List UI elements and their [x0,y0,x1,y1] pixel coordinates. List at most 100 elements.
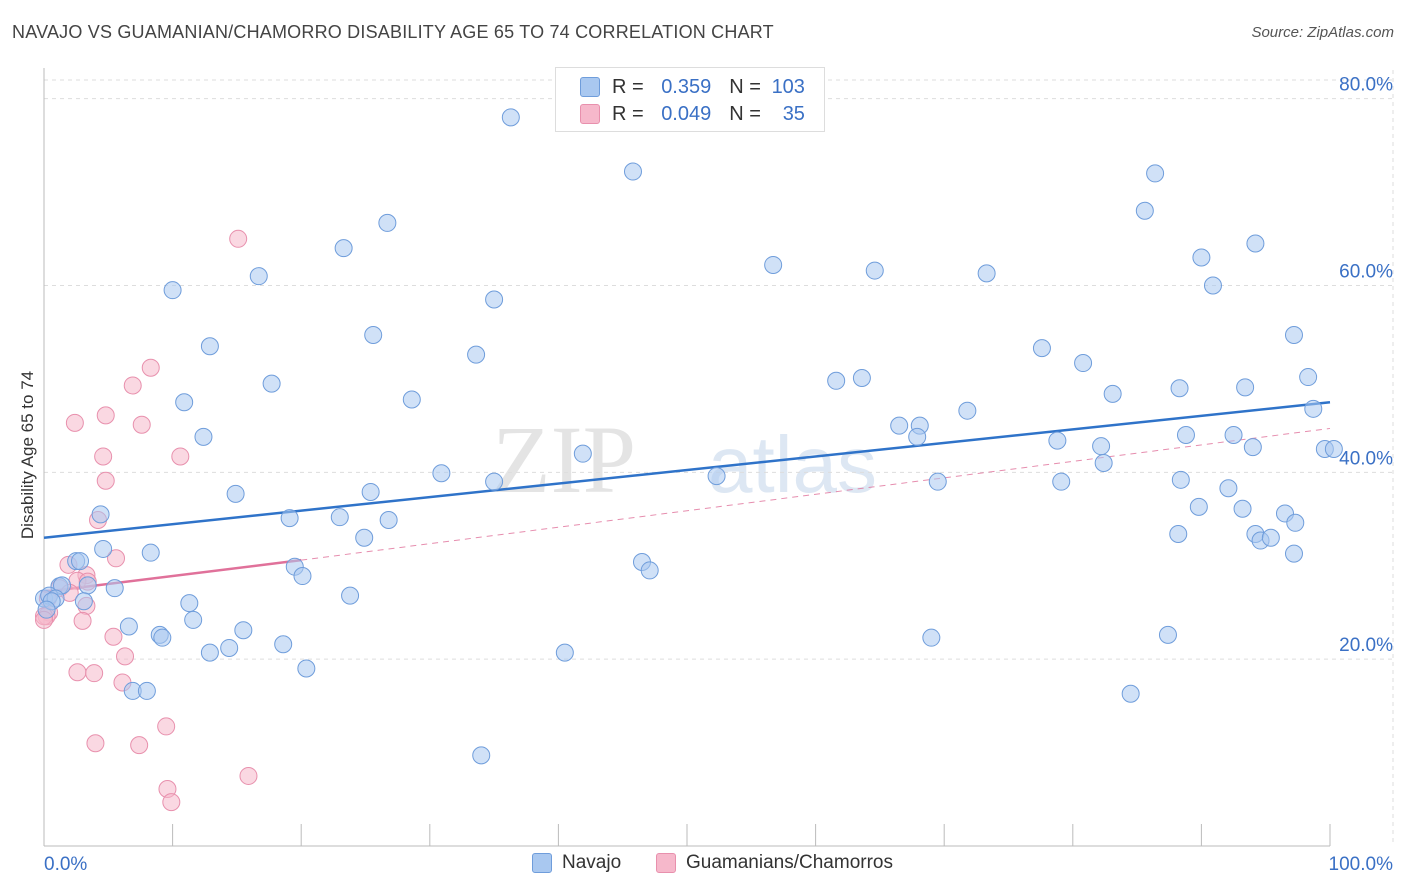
navajo-point [1169,524,1188,543]
navajo-point [1052,472,1071,491]
navajo-point [1246,234,1265,253]
guam-legend-label: Guamanians/Chamorros [686,852,893,873]
navajo-point [827,371,846,390]
navajo-point [262,374,281,393]
navajo-point [153,628,172,647]
navajo-point [105,579,124,598]
navajo-n-label: N = [729,75,761,98]
guam-point [96,471,115,490]
navajo-point [184,610,203,629]
navajo-point [623,162,642,181]
navajo-point [1103,384,1122,403]
navajo-point [1261,528,1280,547]
navajo-n-value: 103 [771,75,805,98]
navajo-point [200,337,219,356]
navajo-point [334,239,353,258]
navajo-point [472,746,491,765]
watermark: ZIP atlas [492,406,877,513]
navajo-point [1243,438,1262,457]
navajo-point [432,464,451,483]
data-points [35,108,1343,812]
guam-point [123,376,142,395]
navajo-point [1171,470,1190,489]
navajo-point [1170,379,1189,398]
guam-point [171,447,190,466]
watermark-zip: ZIP [492,406,636,513]
y-tick-label: 40.0% [1339,448,1393,469]
navajo-point [1233,499,1252,518]
x-tick-label: 0.0% [44,854,87,875]
navajo-point [1048,431,1067,450]
navajo-point [1286,513,1305,532]
navajo-point [640,561,659,580]
navajo-point [922,628,941,647]
navajo-point [958,401,977,420]
guam-point [94,447,113,466]
guam-point [229,229,248,248]
source-label: Source: ZipAtlas.com [1251,24,1394,41]
navajo-point [1146,164,1165,183]
legend-row-guam: R = 0.049 N = 35 [580,101,805,127]
navajo-point [137,681,156,700]
guam-point [73,611,92,630]
navajo-point [194,427,213,446]
y-tick-labels: 20.0% 40.0% 60.0% 80.0% [1339,75,1393,656]
navajo-point [707,467,726,486]
navajo-point [402,390,421,409]
navajo-legend-swatch [532,853,552,873]
guam-n-value: 35 [782,102,805,125]
navajo-point [1158,625,1177,644]
guam-point [104,627,123,646]
y-tick-label: 60.0% [1339,262,1393,283]
navajo-point [865,261,884,280]
navajo-point [293,567,312,586]
navajo-point [485,290,504,309]
guam-point [85,664,104,683]
x-tick-labels: 0.0% 100.0% [44,854,1393,875]
navajo-point [249,267,268,286]
navajo-point [163,281,182,300]
navajo-point [890,416,909,435]
navajo-point [1189,497,1208,516]
navajo-point [1284,326,1303,345]
navajo-point [71,552,90,571]
navajo-point [908,427,927,446]
guam-point [86,734,105,753]
navajo-swatch [580,77,600,97]
guam-point [141,358,160,377]
legend-item-guam: Guamanians/Chamorros [656,852,893,874]
guam-n-label: N = [729,102,761,125]
navajo-point [1304,399,1323,418]
navajo-point [141,543,160,562]
guam-legend-swatch [656,853,676,873]
navajo-point [1094,454,1113,472]
navajo-point [330,508,349,527]
navajo-point [764,255,783,274]
navajo-point [274,635,293,654]
navajo-point [234,621,253,640]
guam-point [96,406,115,425]
guam-point [130,736,149,755]
axes [43,68,1331,847]
navajo-point [226,484,245,503]
legend-item-navajo: Navajo [532,852,621,874]
navajo-point [1121,684,1140,703]
navajo-point [355,528,374,547]
navajo-point [364,326,383,345]
navajo-trend-line [43,401,1331,539]
navajo-point [37,600,56,619]
navajo-point [1092,437,1111,456]
navajo-point [94,539,113,558]
guam-r-label: R = [612,102,644,125]
navajo-point [1284,544,1303,563]
guam-r-value: 0.049 [661,102,712,125]
guam-point [157,717,176,736]
navajo-point [977,264,996,283]
navajo-point [220,638,239,657]
navajo-point [1176,425,1195,444]
navajo-point [1074,354,1093,373]
navajo-point [1324,439,1343,458]
navajo-point [555,643,574,662]
x-tick-label: 100.0% [1329,854,1394,875]
y-tick-label: 80.0% [1339,75,1393,96]
